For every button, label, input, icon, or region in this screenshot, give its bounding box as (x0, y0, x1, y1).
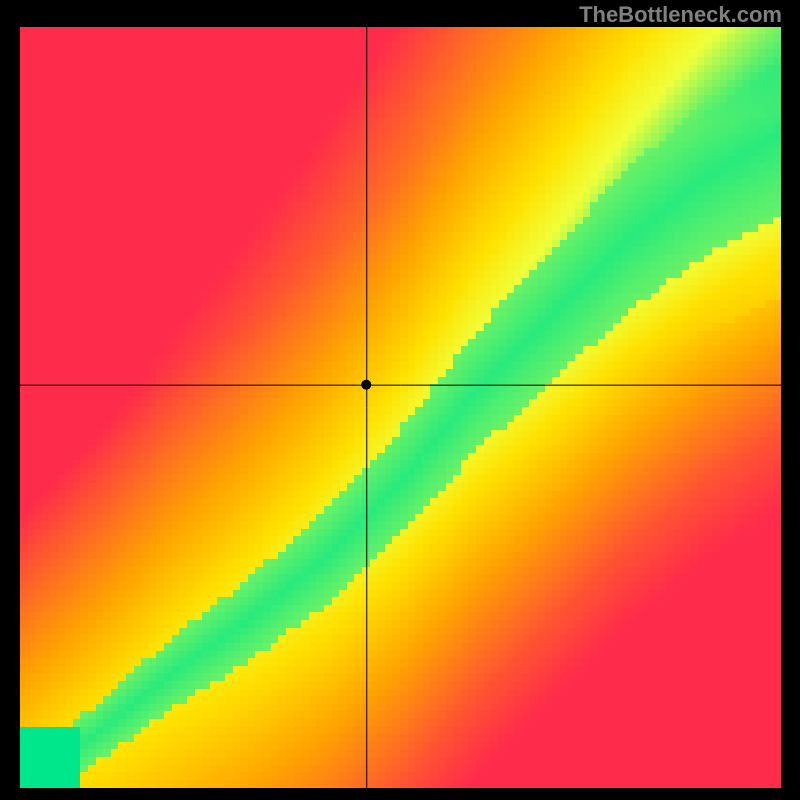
chart-container: { "watermark": { "text": "TheBottleneck.… (0, 0, 800, 800)
watermark-text: TheBottleneck.com (579, 2, 782, 28)
bottleneck-heatmap (20, 27, 781, 788)
